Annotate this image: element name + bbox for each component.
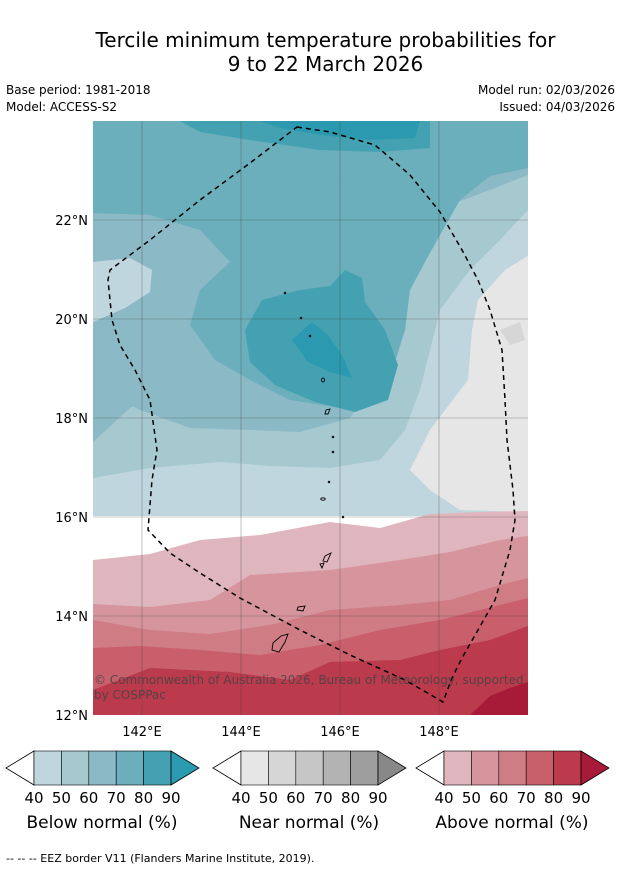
above-normal-label: Above normal (%) xyxy=(435,813,589,833)
above-tick-50: 50 xyxy=(462,789,481,807)
model-run: Model run: 02/03/2026 xyxy=(477,83,615,97)
island-outlines xyxy=(271,291,345,653)
lat-tick-20: 20°N xyxy=(55,313,88,328)
meta-left: Base period: 1981-2018 Model: ACCESS-S2 xyxy=(6,82,151,116)
below-90-region xyxy=(292,322,352,378)
below-colorbar-low-extension xyxy=(5,750,35,786)
above-tick-80: 80 xyxy=(544,789,563,807)
below-colorbar-high-extension xyxy=(170,750,200,786)
issued-date: Issued: 04/03/2026 xyxy=(499,100,615,114)
below-70-region xyxy=(93,121,528,408)
near-tick-60: 60 xyxy=(286,789,305,807)
near-colorbar-segment-70 xyxy=(322,750,351,786)
near-normal-region xyxy=(410,256,528,512)
near-colorbar-segment-40 xyxy=(240,750,269,786)
map-title: Tercile minimum temperature probabilitie… xyxy=(0,28,621,76)
above-90-region xyxy=(470,682,528,715)
above-colorbar-segment-40 xyxy=(443,750,472,786)
above-colorbar-low-extension xyxy=(415,750,445,786)
below-colorbar-segment-60 xyxy=(88,750,117,786)
probability-field: © Commonwealth of Australia 2026, Bureau… xyxy=(93,121,528,715)
anatahan-outline xyxy=(320,497,326,501)
near-colorbar-high-extension xyxy=(377,750,407,786)
title-line-1: Tercile minimum temperature probabilitie… xyxy=(95,28,556,52)
saipan-outline xyxy=(322,552,332,563)
near-tick-40: 40 xyxy=(231,789,250,807)
above-colorbar-segment-80 xyxy=(553,750,582,786)
title-line-2: 9 to 22 March 2026 xyxy=(227,52,424,76)
above-tick-90: 90 xyxy=(571,789,590,807)
near-tick-50: 50 xyxy=(259,789,278,807)
below-60-inner xyxy=(93,375,165,442)
near-colorbar-segment-50 xyxy=(268,750,297,786)
below-tick-60: 60 xyxy=(79,789,98,807)
above-colorbar-segment-50 xyxy=(471,750,500,786)
tinian-outline xyxy=(319,562,325,570)
near-colorbar-segment-80 xyxy=(350,750,379,786)
lon-tick-144: 144°E xyxy=(221,725,261,740)
below-tick-40: 40 xyxy=(24,789,43,807)
above-80-region xyxy=(93,626,528,715)
above-tick-70: 70 xyxy=(517,789,536,807)
base-period: Base period: 1981-2018 xyxy=(6,83,151,97)
pagan-outline xyxy=(324,408,331,415)
lat-tick-18: 18°N xyxy=(55,412,88,427)
below-normal-label: Below normal (%) xyxy=(26,813,178,833)
near-normal-label: Near normal (%) xyxy=(238,813,380,833)
eez-border xyxy=(107,126,516,704)
lat-tick-12: 12°N xyxy=(55,709,88,724)
below-colorbar-segment-40 xyxy=(33,750,62,786)
above-tick-60: 60 xyxy=(489,789,508,807)
colorbar-below xyxy=(5,750,200,786)
alamagan-outline xyxy=(321,377,325,383)
below-tick-90: 90 xyxy=(161,789,180,807)
lon-tick-148: 148°E xyxy=(419,725,459,740)
below-tick-80: 80 xyxy=(134,789,153,807)
near-normal-pocket xyxy=(500,322,525,345)
longitude-labels: 142°E 144°E 146°E 148°E xyxy=(122,725,459,740)
below-tick-70: 70 xyxy=(107,789,126,807)
above-colorbar-high-extension xyxy=(580,750,610,786)
below-colorbar-segment-70 xyxy=(115,750,144,786)
lat-tick-22: 22°N xyxy=(55,214,88,229)
lon-tick-146: 146°E xyxy=(320,725,360,740)
near-colorbar-low-extension xyxy=(212,750,242,786)
rota-outline xyxy=(296,605,306,612)
copyright-line-2: by COSPPac xyxy=(94,688,166,702)
guam-outline xyxy=(271,633,289,653)
below-colorbar-segment-80 xyxy=(143,750,172,786)
colorbar-ticks: 40 50 60 70 80 90 40 50 60 70 80 90 40 5… xyxy=(24,789,590,807)
copyright-line-1: © Commonwealth of Australia 2026, Bureau… xyxy=(94,673,524,687)
near-tick-90: 90 xyxy=(368,789,387,807)
near-tick-70: 70 xyxy=(314,789,333,807)
lat-tick-14: 14°N xyxy=(55,610,88,625)
below-40-pocket xyxy=(93,258,152,322)
colorbar-near xyxy=(212,750,407,786)
lon-tick-142: 142°E xyxy=(122,725,162,740)
above-colorbar-segment-70 xyxy=(525,750,554,786)
near-tick-80: 80 xyxy=(341,789,360,807)
below-colorbar-segment-50 xyxy=(61,750,90,786)
latitude-labels: 22°N 20°N 18°N 16°N 14°N 12°N xyxy=(55,214,88,724)
meta-right: Model run: 02/03/2026 Issued: 04/03/2026 xyxy=(478,82,615,116)
eez-footnote: -- -- -- EEZ border V11 (Flanders Marine… xyxy=(6,852,315,865)
below-tick-50: 50 xyxy=(52,789,71,807)
lat-tick-16: 16°N xyxy=(55,511,88,526)
model-name: Model: ACCESS-S2 xyxy=(6,100,118,114)
near-colorbar-segment-60 xyxy=(295,750,324,786)
colorbar-above xyxy=(415,750,610,786)
graticule xyxy=(93,121,528,715)
above-colorbar-segment-60 xyxy=(498,750,527,786)
above-tick-40: 40 xyxy=(434,789,453,807)
